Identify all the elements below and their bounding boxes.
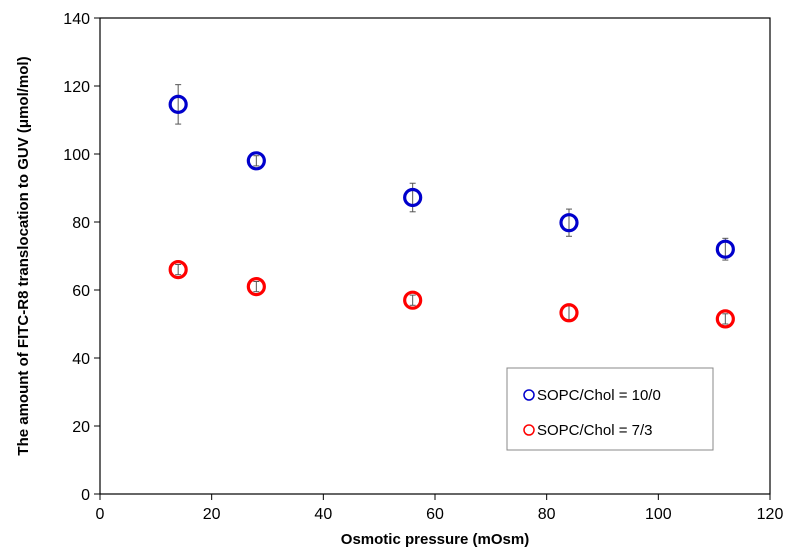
- data-point-series-2: [403, 290, 423, 310]
- y-tick-label: 120: [63, 79, 90, 96]
- y-tick-label: 20: [72, 419, 90, 436]
- x-tick-label: 100: [645, 506, 672, 523]
- data-point-series-1: [168, 94, 188, 114]
- x-tick-label: 60: [426, 506, 444, 523]
- data-point-series-2: [715, 309, 735, 329]
- data-point-series-2: [168, 260, 188, 280]
- x-tick-label: 120: [757, 506, 784, 523]
- error-bar: [722, 313, 729, 325]
- x-axis-title: Osmotic pressure (mOsm): [341, 531, 529, 548]
- data-point-series-1: [715, 239, 735, 259]
- ticks-layer: 0 20 40 60 80 100 120 0 20 40 60 80 100 120 140: [63, 11, 783, 523]
- data-point-series-1: [246, 151, 266, 171]
- y-tick-label: 60: [72, 283, 90, 300]
- legend-box: [506, 367, 714, 451]
- points-layer: [168, 94, 735, 329]
- legend-marker-series-1: [523, 389, 535, 401]
- y-tick-label: 140: [63, 11, 90, 28]
- y-tick-label: 100: [63, 147, 90, 164]
- errorbar-layer: [175, 84, 729, 325]
- legend-label-series-2: SOPC/Chol = 7/3: [537, 422, 652, 439]
- error-bar: [566, 305, 572, 321]
- error-bar: [175, 84, 182, 125]
- data-point-series-1: [403, 187, 423, 208]
- legend-label-series-1: SOPC/Chol = 10/0: [537, 387, 661, 404]
- x-tick-label: 0: [96, 506, 105, 523]
- x-tick-label: 20: [203, 506, 221, 523]
- data-point-series-1: [559, 213, 579, 233]
- error-bar: [175, 264, 182, 276]
- legend-marker-series-2: [523, 424, 535, 436]
- data-point-series-2: [559, 303, 579, 323]
- y-tick-label: 80: [72, 215, 90, 232]
- legend: SOPC/Chol = 10/0 SOPC/Chol = 7/3: [506, 367, 714, 451]
- y-tick-label: 40: [72, 351, 90, 368]
- data-point-series-2: [246, 277, 266, 297]
- error-bar: [409, 182, 416, 213]
- error-bar: [409, 294, 416, 306]
- error-bar: [253, 155, 260, 167]
- y-axis-title: The amount of FITC-R8 translocation to G…: [15, 56, 32, 455]
- error-bar: [253, 281, 260, 293]
- x-tick-label: 40: [314, 506, 332, 523]
- x-tick-label: 80: [538, 506, 556, 523]
- y-tick-label: 0: [81, 487, 90, 504]
